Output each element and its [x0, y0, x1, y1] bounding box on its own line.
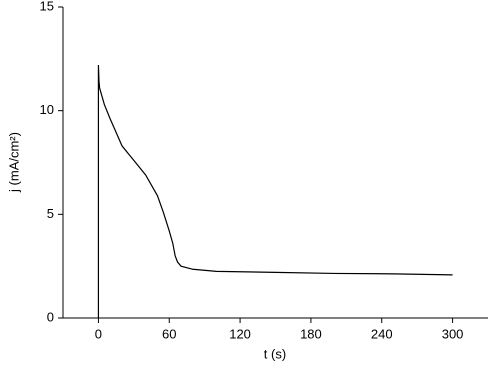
- x-tick-label: 240: [371, 326, 393, 341]
- x-axis-label: t (s): [264, 346, 286, 361]
- x-tick-label: 180: [300, 326, 322, 341]
- y-axis-label: j (mA/cm²): [6, 132, 21, 193]
- y-tick-label: 0: [47, 309, 54, 324]
- y-tick-label: 5: [47, 206, 54, 221]
- data-line: [97, 65, 453, 318]
- x-tick-label: 0: [95, 326, 102, 341]
- y-tick-label: 15: [40, 0, 54, 13]
- y-tick-label: 10: [40, 102, 54, 117]
- x-tick-label: 60: [162, 326, 176, 341]
- x-tick-label: 120: [229, 326, 251, 341]
- x-tick-label: 300: [442, 326, 464, 341]
